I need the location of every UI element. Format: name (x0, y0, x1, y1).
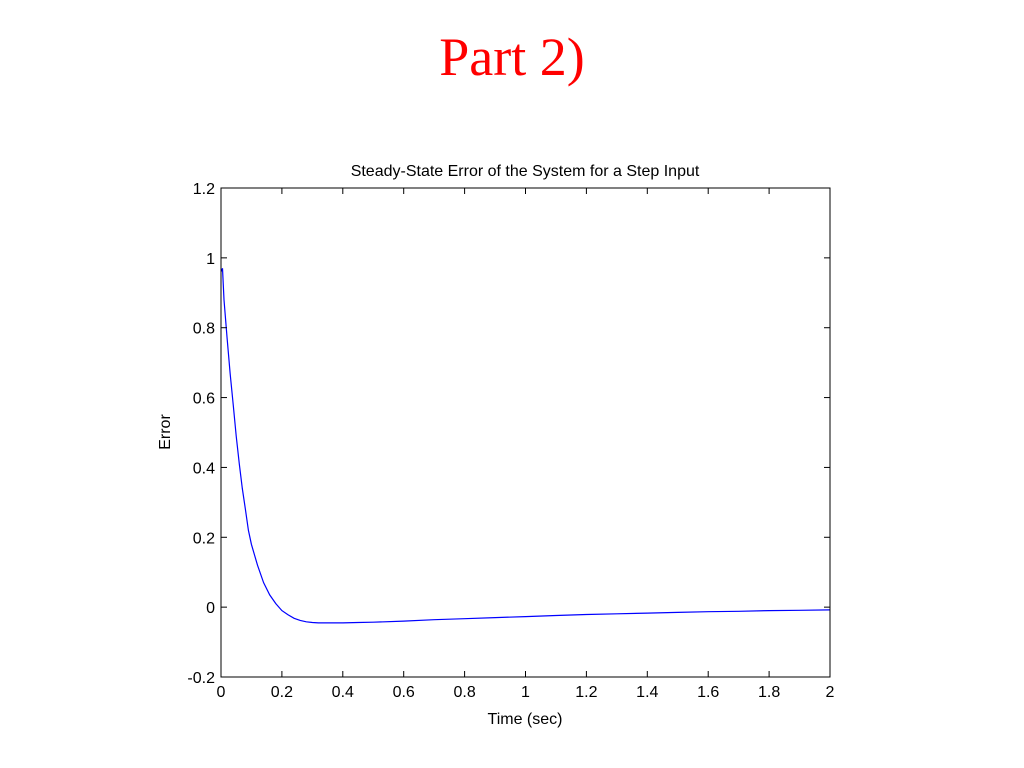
slide-title: Part 2) (439, 27, 585, 87)
series-line (220, 268, 831, 624)
x-tick-label: 0.2 (271, 684, 293, 701)
x-tick-label: 1.6 (697, 684, 719, 701)
x-tick-label: 0.8 (453, 684, 475, 701)
chart-title: Steady-State Error of the System for a S… (351, 163, 700, 180)
x-tick-label: 1.8 (758, 684, 780, 701)
y-tick-label: 1.2 (193, 181, 215, 198)
x-tick-label: 0.6 (393, 684, 415, 701)
marks-layer (220, 268, 831, 624)
y-tick-label: 0.6 (193, 391, 215, 408)
plot-area (221, 188, 830, 677)
y-tick-label: 0.4 (193, 460, 215, 477)
x-tick-label: 0.4 (332, 684, 354, 701)
x-tick-label: 1.2 (575, 684, 597, 701)
y-tick-label: 0.8 (193, 321, 215, 338)
ticks-layer: 0 0.2 0.4 0.6 0.8 1 1.2 1.4 1.6 1.8 2-0.200.20.40.… (187, 181, 834, 701)
x-axis-label: Time (sec) (488, 711, 563, 728)
y-tick-label: -0.2 (187, 670, 215, 687)
y-tick-label: 0.2 (193, 530, 215, 547)
y-tick-label: 0 (206, 600, 215, 617)
x-tick-label: 2 (826, 684, 835, 701)
x-tick-label: 1 (521, 684, 530, 701)
x-tick-label: 1.4 (636, 684, 658, 701)
y-axis-label: Error (157, 414, 174, 450)
x-tick-label: 0 (217, 684, 226, 701)
y-tick-label: 1 (206, 251, 215, 268)
